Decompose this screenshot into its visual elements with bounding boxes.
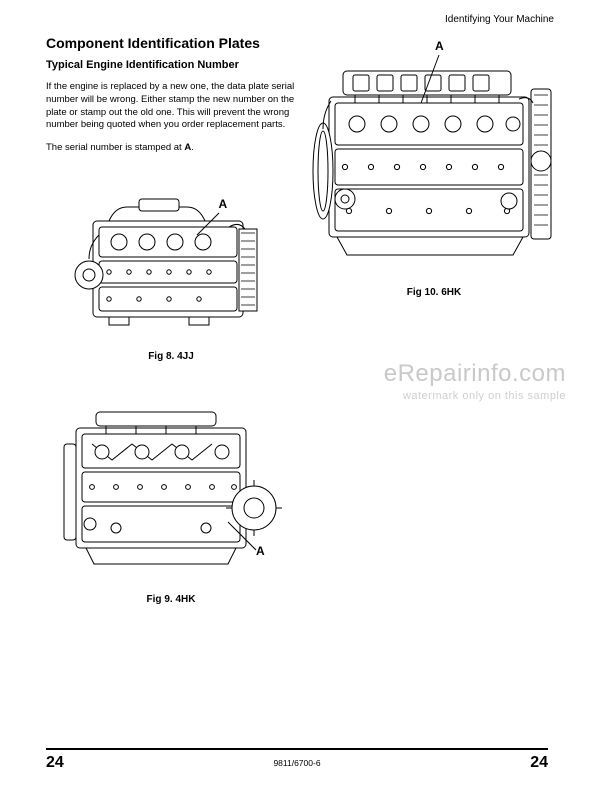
page-title: Component Identification Plates — [46, 35, 296, 51]
fig8-callout: A — [219, 197, 228, 211]
figure-10: A Fig 10. 6HK — [306, 41, 562, 298]
engine-6hk-illustration — [309, 41, 559, 281]
section-header: Identifying Your Machine — [46, 14, 562, 25]
page-subtitle: Typical Engine Identification Number — [46, 59, 296, 71]
fig9-caption: Fig 9. 4HK — [46, 594, 296, 605]
fig8-caption: Fig 8. 4JJ — [46, 351, 296, 362]
p2-prefix: The serial number is stamped at — [46, 142, 184, 153]
page-number-right: 24 — [530, 754, 548, 772]
figure-9: A Fig 9. 4HK — [46, 388, 296, 605]
body-paragraph-2: The serial number is stamped at A. — [46, 142, 296, 155]
figure-8: A Fig 8. 4JJ — [46, 175, 296, 362]
page-footer: 24 9811/6700-6 24 — [0, 748, 594, 772]
fig9-callout: A — [256, 544, 265, 558]
fig10-callout: A — [435, 39, 444, 53]
page-number-left: 24 — [46, 754, 64, 772]
engine-4hk-illustration — [56, 388, 286, 588]
body-paragraph-1: If the engine is replaced by a new one, … — [46, 81, 296, 132]
p2-suffix: . — [191, 142, 194, 153]
fig10-caption: Fig 10. 6HK — [306, 287, 562, 298]
engine-4jj-illustration — [69, 175, 274, 345]
doc-code: 9811/6700-6 — [273, 758, 320, 768]
